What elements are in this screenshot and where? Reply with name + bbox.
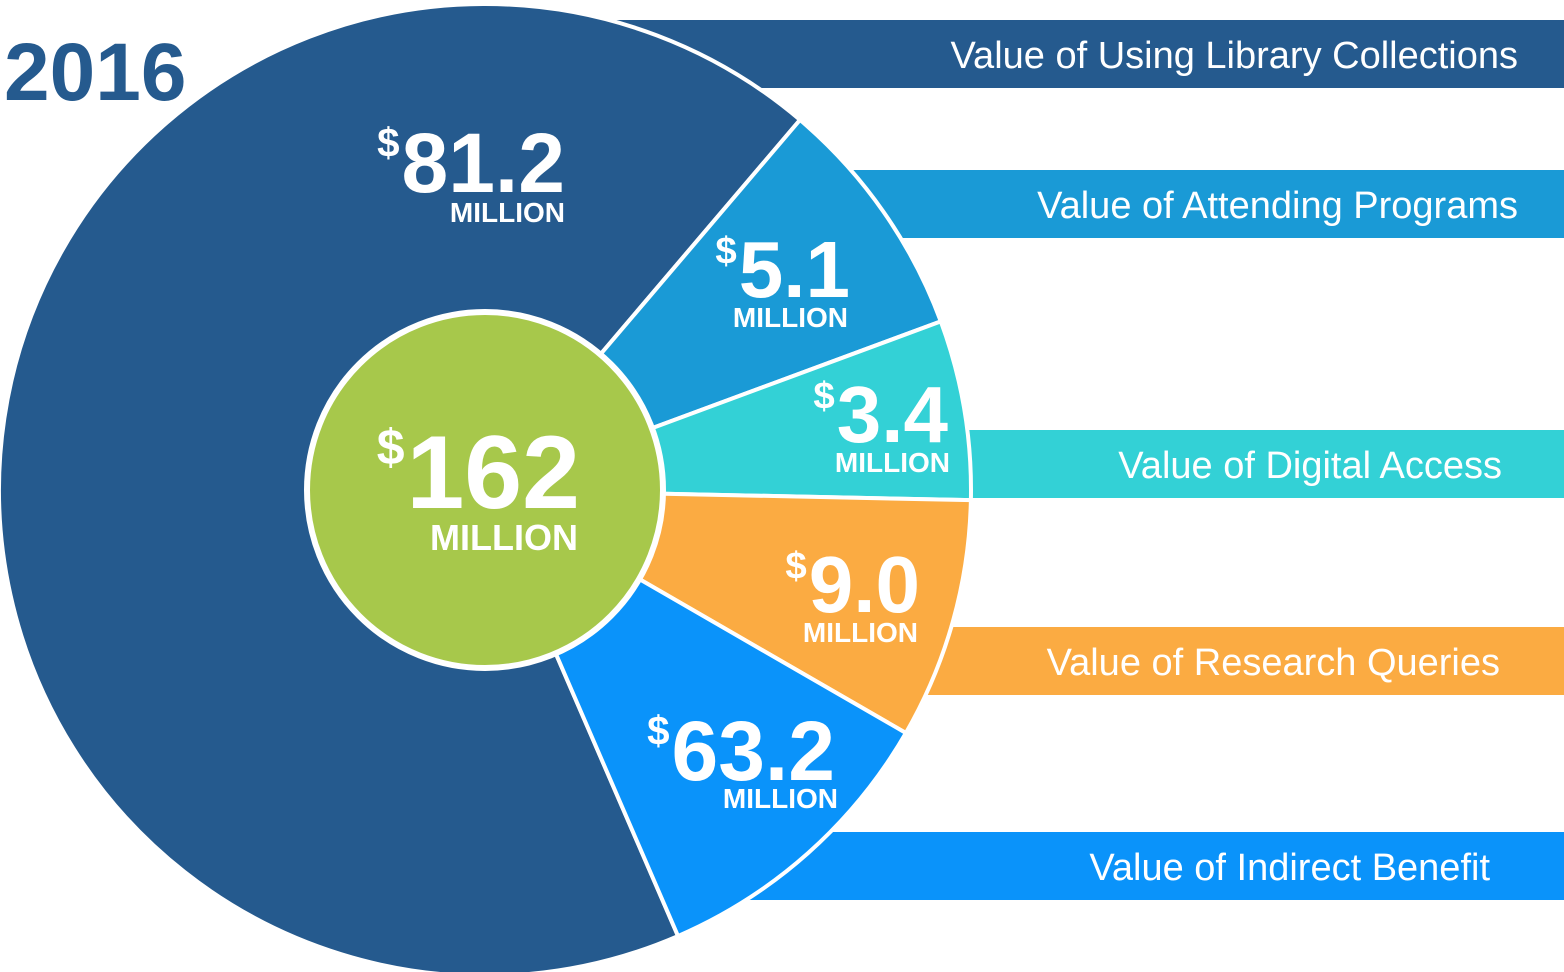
value-amount: 9.0 bbox=[809, 540, 920, 629]
value-amount: 162 bbox=[406, 415, 580, 531]
value-currency: $ bbox=[377, 419, 405, 475]
labels: 81.2$MILLION5.1$MILLION3.4$MILLION9.0$MI… bbox=[377, 116, 950, 814]
pie bbox=[0, 2, 973, 972]
value-unit: MILLION bbox=[723, 783, 838, 814]
value-unit: MILLION bbox=[733, 302, 848, 333]
value-amount: 63.2 bbox=[672, 704, 836, 798]
value-currency: $ bbox=[785, 544, 806, 587]
value-currency: $ bbox=[715, 229, 736, 272]
total-circle bbox=[304, 309, 666, 671]
value-currency: $ bbox=[647, 708, 669, 754]
value-unit: MILLION bbox=[835, 447, 950, 478]
year: 2016 bbox=[4, 27, 186, 118]
banner-label: Value of Indirect Benefit bbox=[1089, 847, 1490, 889]
banner-label: Value of Digital Access bbox=[1118, 445, 1502, 487]
banner-label: Value of Using Library Collections bbox=[951, 35, 1518, 77]
value-unit: MILLION bbox=[803, 617, 918, 648]
value-unit: MILLION bbox=[450, 197, 565, 228]
value-unit: MILLION bbox=[430, 517, 578, 558]
value-currency: $ bbox=[377, 120, 399, 166]
value-amount: 3.4 bbox=[837, 370, 949, 459]
value-amount: 5.1 bbox=[739, 225, 850, 314]
banner-label: Value of Attending Programs bbox=[1037, 185, 1518, 227]
value-amount: 81.2 bbox=[402, 116, 566, 210]
value-currency: $ bbox=[813, 374, 834, 417]
banner-label: Value of Research Queries bbox=[1047, 642, 1500, 684]
